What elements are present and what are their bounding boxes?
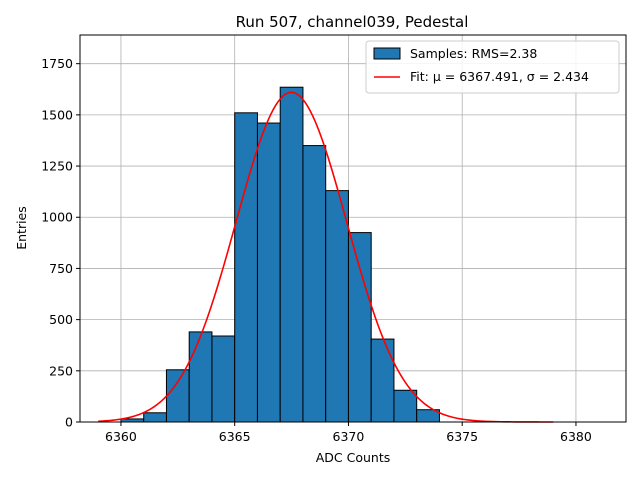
histogram-bar <box>302 145 327 423</box>
y-axis-title: Entries <box>14 206 29 250</box>
legend-label-fit: Fit: μ = 6367.491, σ = 2.434 <box>410 69 589 84</box>
x-tick-label: 6375 <box>446 429 478 444</box>
histogram-bar <box>165 369 190 423</box>
legend-box <box>365 40 620 94</box>
y-axis-ticks: 0 250 500 750 1000 1250 1500 1750 <box>41 56 80 430</box>
histogram-bar <box>325 190 349 423</box>
histogram-bar <box>370 338 395 423</box>
histogram-bar <box>143 412 167 423</box>
x-axis-ticks: 6360 6365 6370 6375 6380 <box>105 422 592 444</box>
histogram-bar <box>393 389 418 423</box>
legend-swatch-samples <box>373 47 401 60</box>
histogram-bar <box>188 331 213 423</box>
x-tick-label: 6370 <box>333 429 365 444</box>
plot-frame <box>79 34 627 423</box>
y-tick-label: 1750 <box>41 56 73 71</box>
x-axis-title: ADC Counts <box>316 450 391 465</box>
histogram-bar <box>256 122 281 423</box>
legend-label-samples: Samples: RMS=2.38 <box>410 46 537 61</box>
y-tick-label: 1250 <box>41 159 73 174</box>
fit-curve <box>98 91 554 423</box>
y-tick-label: 0 <box>65 415 73 430</box>
chart-title: Run 507, channel039, Pedestal <box>236 13 469 31</box>
y-tick-label: 750 <box>49 261 73 276</box>
histogram-bar <box>211 335 236 423</box>
x-tick-label: 6360 <box>105 429 137 444</box>
histogram-bar <box>279 86 304 423</box>
y-tick-label: 250 <box>49 363 73 378</box>
histogram-bars <box>120 86 440 423</box>
y-tick-label: 1000 <box>41 210 73 225</box>
histogram-bar <box>347 232 372 423</box>
x-tick-label: 6365 <box>219 429 251 444</box>
x-tick-label: 6380 <box>560 429 592 444</box>
y-tick-label: 500 <box>49 312 73 327</box>
legend: Samples: RMS=2.38 Fit: μ = 6367.491, σ =… <box>365 40 620 94</box>
y-tick-label: 1500 <box>41 107 73 122</box>
